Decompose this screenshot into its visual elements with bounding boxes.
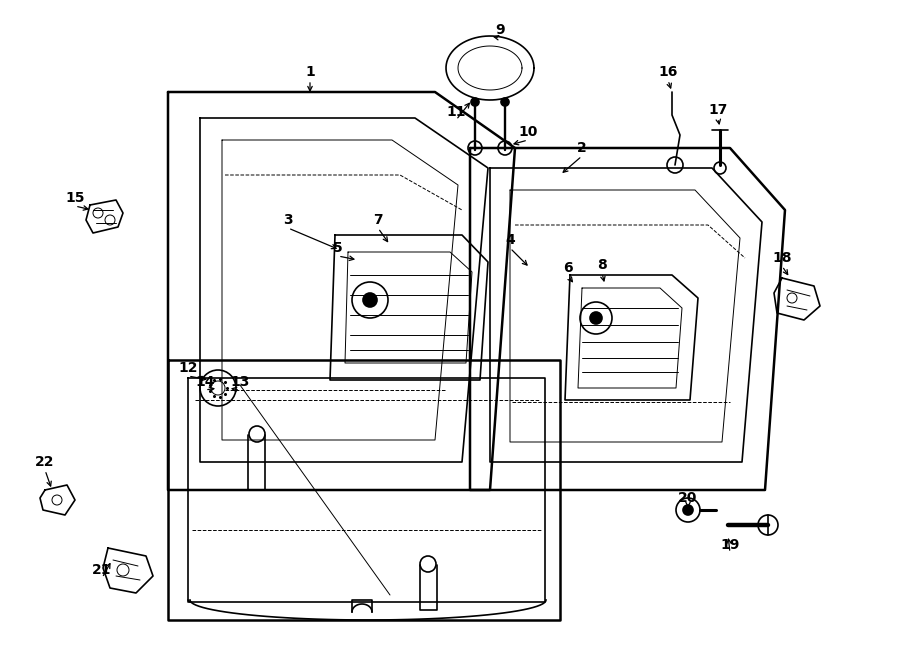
Text: 21: 21 bbox=[92, 563, 112, 577]
Text: 10: 10 bbox=[518, 125, 537, 139]
Circle shape bbox=[683, 505, 693, 515]
Text: 6: 6 bbox=[563, 261, 572, 275]
Text: 18: 18 bbox=[772, 251, 792, 265]
Text: 9: 9 bbox=[495, 23, 505, 37]
Text: 16: 16 bbox=[658, 65, 678, 79]
Circle shape bbox=[363, 293, 377, 307]
Text: 4: 4 bbox=[505, 233, 515, 247]
Circle shape bbox=[471, 98, 479, 106]
Text: 11: 11 bbox=[446, 105, 466, 119]
Circle shape bbox=[501, 98, 509, 106]
Text: 22: 22 bbox=[35, 455, 55, 469]
Text: 12: 12 bbox=[178, 361, 198, 375]
Text: 17: 17 bbox=[708, 103, 728, 117]
Text: 5: 5 bbox=[333, 241, 343, 255]
Text: 19: 19 bbox=[720, 538, 740, 552]
Text: 14: 14 bbox=[195, 375, 215, 389]
Text: 13: 13 bbox=[230, 375, 249, 389]
Text: 3: 3 bbox=[284, 213, 292, 227]
Text: 8: 8 bbox=[597, 258, 607, 272]
Text: 20: 20 bbox=[679, 491, 698, 505]
Text: 1: 1 bbox=[305, 65, 315, 79]
Circle shape bbox=[590, 312, 602, 324]
Text: 15: 15 bbox=[65, 191, 85, 205]
Text: 7: 7 bbox=[374, 213, 382, 227]
Text: 2: 2 bbox=[577, 141, 587, 155]
